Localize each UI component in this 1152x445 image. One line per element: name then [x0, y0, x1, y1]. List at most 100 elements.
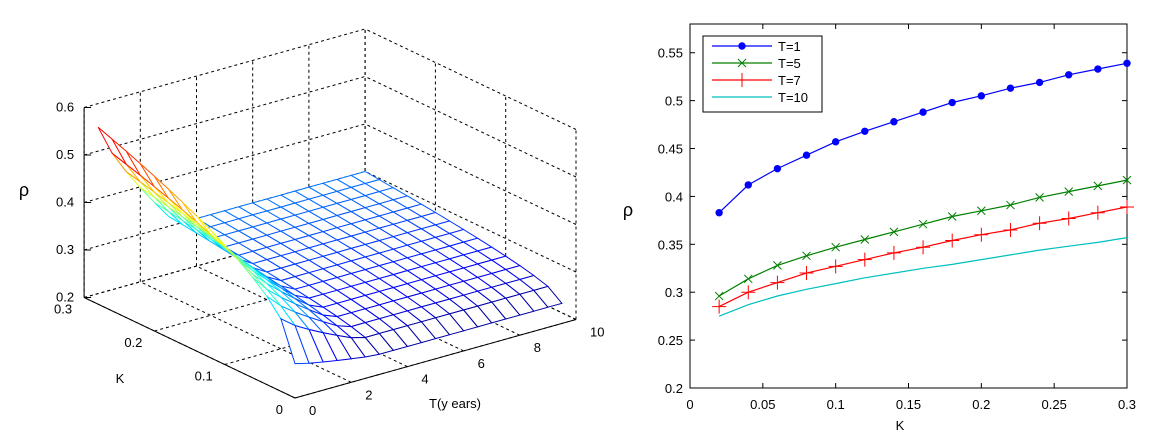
legend-box	[702, 35, 823, 113]
data-point	[715, 209, 723, 217]
floor-grid-t	[140, 281, 352, 383]
data-point	[744, 181, 752, 189]
legend-label: T=1	[778, 39, 801, 54]
t-tick-label: 6	[478, 356, 485, 371]
t-tick-label: 10	[590, 325, 604, 340]
data-point	[799, 266, 814, 281]
y-tick-label: 0.45	[658, 142, 683, 157]
surface-k-axis-label: K	[116, 371, 125, 386]
data-point	[828, 259, 843, 274]
data-point	[918, 219, 928, 229]
data-point	[1064, 187, 1074, 196]
data-point	[1065, 71, 1073, 79]
data-point	[861, 127, 869, 135]
data-point	[1035, 78, 1044, 87]
data-point	[1032, 216, 1047, 231]
y-tick-label: 0.3	[665, 285, 683, 300]
back-wall-grid-z	[83, 218, 366, 298]
data-point	[977, 92, 986, 100]
back-wall-grid-z	[83, 123, 366, 203]
data-point	[947, 212, 957, 221]
z-tick-label: 0.4	[56, 195, 74, 210]
x-tick-label: 0.3	[1118, 397, 1136, 412]
data-point	[857, 252, 872, 267]
legend-marker	[735, 73, 749, 87]
data-point	[1090, 205, 1105, 220]
surface-z-axis-label: ρ	[19, 180, 29, 200]
legend-label: T=10	[778, 90, 808, 105]
k-tick-label: 0.1	[195, 369, 213, 384]
line-y-axis-label: ρ	[623, 200, 633, 220]
data-point	[1003, 222, 1018, 237]
data-point	[1061, 211, 1076, 226]
x-tick-label: 0.1	[827, 397, 845, 412]
series-T=5	[714, 175, 1132, 301]
data-point	[770, 275, 785, 290]
data-point	[802, 151, 811, 159]
y-tick-label: 0.55	[658, 46, 683, 61]
data-point	[802, 251, 811, 261]
legend-label: T=5	[778, 56, 801, 71]
data-point	[974, 227, 989, 242]
y-tick-label: 0.25	[658, 333, 683, 348]
side-wall-grid-z	[364, 76, 577, 178]
k-tick-label: 0.3	[54, 302, 72, 317]
data-point	[1006, 200, 1015, 210]
legend-marker	[737, 58, 747, 68]
legend-entry: T=5	[712, 56, 801, 71]
z-tick-label: 0.2	[56, 290, 74, 305]
data-point	[886, 245, 901, 260]
data-point	[773, 164, 782, 173]
data-point	[889, 227, 899, 237]
z-tick-label: 0.5	[56, 147, 74, 162]
data-point	[890, 118, 898, 126]
data-point	[714, 291, 724, 301]
series-T=10	[718, 237, 1128, 317]
back-wall-grid-z	[83, 76, 366, 156]
data-point	[1093, 181, 1103, 191]
data-point	[743, 274, 753, 284]
data-point	[1120, 199, 1134, 214]
x-tick-label: 0.2	[972, 397, 990, 412]
data-point	[741, 285, 756, 300]
surface-mesh	[97, 126, 563, 365]
k-axis-line	[83, 297, 296, 399]
side-wall-grid-z	[364, 123, 577, 225]
x-tick-label: 0.15	[896, 397, 921, 412]
series-line	[718, 237, 1128, 317]
legend-entry: T=10	[712, 90, 808, 105]
t-tick-label: 8	[534, 340, 541, 355]
side-wall-grid-z	[364, 171, 577, 273]
legend-marker	[738, 42, 746, 50]
legend: T=1 T=5 T=7 T=10	[702, 35, 823, 113]
legend-entry: T=7	[712, 73, 801, 88]
t-tick-label: 4	[421, 372, 428, 387]
series-T=1	[715, 59, 1131, 217]
data-point	[916, 240, 931, 255]
y-tick-label: 0.2	[665, 381, 683, 396]
surface-t-axis-label: T(y ears)	[429, 396, 481, 411]
series-T=7	[712, 199, 1134, 314]
data-point	[712, 299, 727, 314]
data-point	[919, 108, 927, 116]
z-tick-label: 0.6	[56, 100, 74, 115]
data-point	[976, 206, 986, 216]
data-point	[773, 261, 782, 270]
t-axis-line	[294, 319, 577, 399]
y-tick-label: 0.35	[658, 237, 683, 252]
side-wall-grid-z	[364, 28, 577, 130]
data-point	[1123, 59, 1131, 67]
y-tick-label: 0.4	[665, 189, 683, 204]
data-point	[831, 138, 840, 146]
t-tick-label: 0	[309, 403, 316, 418]
k-tick-label: 0	[276, 402, 283, 417]
legend-label: T=7	[778, 73, 801, 88]
line-chart: 0 0.05 0.1 0.15 0.2 0.25 0.3 0.2 0.25 0.3 0.35 0.4 0…	[623, 23, 1136, 433]
data-point	[948, 98, 956, 107]
data-point	[1006, 84, 1015, 92]
data-point	[831, 242, 841, 252]
y-tick-label: 0.5	[665, 94, 683, 109]
